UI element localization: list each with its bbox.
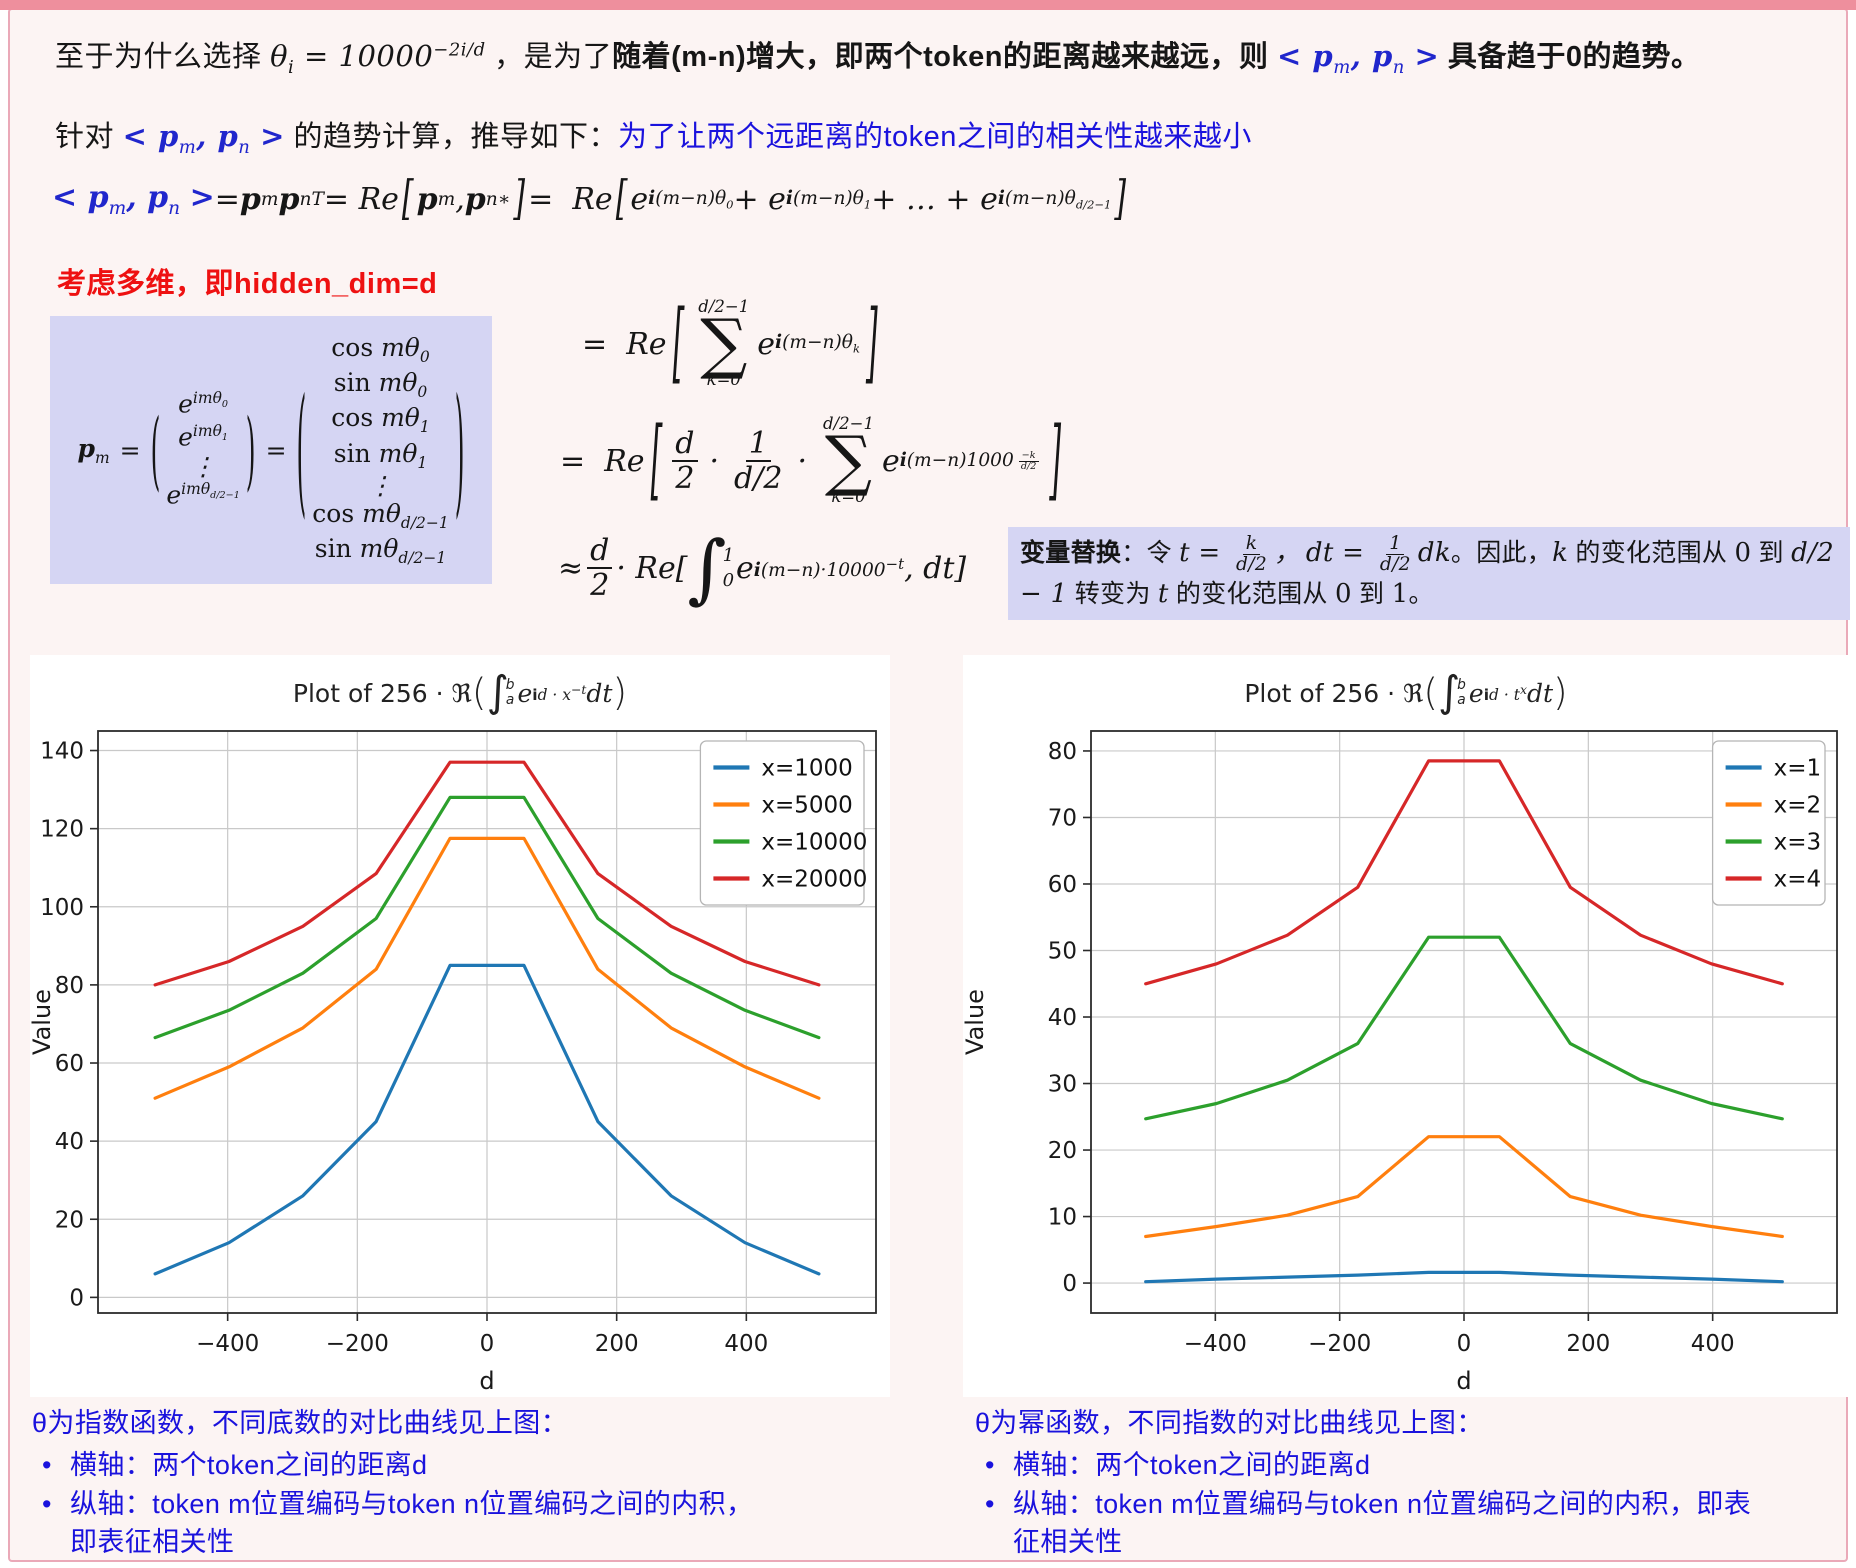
caption-title: θ为幂函数，不同指数的对比曲线见上图：: [975, 1408, 1484, 1438]
left-chart-caption: θ为指数函数，不同底数的对比曲线见上图： 横轴：两个token之间的距离d 纵轴…: [32, 1404, 774, 1561]
legend-label: x=4: [1774, 867, 1822, 893]
intro-line-1: 至于为什么选择 θi = 10000−2i/d ，是为了随着(m-n)增大，即两…: [55, 39, 1701, 78]
right-chart-caption: θ为幂函数，不同指数的对比曲线见上图： 横轴：两个token之间的距离d 纵轴：…: [975, 1404, 1775, 1561]
equation-sum: = Re [d/2−1 ∑ k=0 e i(m−n)θk]: [582, 293, 878, 395]
y-tick-label: 50: [1048, 938, 1077, 964]
equation-sum-normalized: = Re [d 2 · 1 d/2 · d/2−1 ∑ k=0 e i(m−n)1000 −k d/2…: [560, 410, 1062, 512]
y-tick-label: 0: [1062, 1271, 1077, 1297]
x-axis-label: d: [479, 1367, 494, 1395]
series-x=1: [1144, 1270, 1784, 1284]
legend-label: x=3: [1774, 830, 1822, 856]
legend-label: x=10000: [761, 830, 867, 856]
multidim-note: 考虑多维，即hidden_dim=d: [57, 268, 438, 300]
legend-label: x=5000: [761, 793, 852, 819]
series-x=10000: [153, 795, 821, 1040]
y-tick-label: 60: [55, 1051, 84, 1077]
x-tick-label: 0: [480, 1331, 495, 1357]
y-tick-label: 80: [1048, 739, 1077, 765]
caption-bullet: 横轴：两个token之间的距离d: [32, 1446, 774, 1485]
intro-line-2: 针对 < pm, pn > 的趋势计算，推导如下：为了让两个远距离的token之…: [55, 119, 1252, 158]
right-chart-canvas: −400 −200 0 200 400 0 10 20 30 40 50 60 70 80 d Value x=…: [961, 730, 1838, 1395]
top-accent-bar: [0, 0, 1856, 10]
caption-bullet: 纵轴：token m位置编码与token n位置编码之间的内积，即表征相关性: [975, 1485, 1775, 1562]
series-x=20000: [153, 760, 821, 987]
left-chart-figure: Plot of 256 · ℜ(∫ b a e id · x−t dt) −400 −20…: [28, 655, 890, 1397]
x-tick-label: 400: [1691, 1331, 1735, 1357]
y-tick-label: 40: [55, 1129, 84, 1155]
legend-label: x=20000: [761, 867, 867, 893]
legend-label: x=2: [1774, 793, 1822, 819]
y-axis-label: Value: [30, 989, 56, 1055]
y-tick-label: 20: [1048, 1138, 1077, 1164]
x-tick-label: −400: [196, 1331, 259, 1357]
y-tick-label: 100: [40, 895, 84, 921]
y-tick-label: 60: [1048, 872, 1077, 898]
x-tick-label: 400: [724, 1331, 768, 1357]
series-x=1000: [153, 963, 821, 1276]
y-tick-label: 140: [40, 739, 84, 765]
caption-bullet: 纵轴：token m位置编码与token n位置编码之间的内积，即表征相关性: [32, 1485, 774, 1562]
legend: x=1000 x=5000 x=10000 x=20000: [699, 740, 867, 906]
x-tick-label: −200: [326, 1331, 389, 1357]
series-x=4: [1144, 759, 1784, 986]
y-tick-label: 0: [69, 1285, 84, 1311]
variable-substitution-note: 变量替换：令 t = k d/2， dt = 1 d/2 dk。因此，k 的变化范围从…: [1008, 527, 1850, 621]
y-tick-label: 40: [1048, 1005, 1077, 1031]
right-chart-title: Plot of 256 · ℜ(∫ b a e id · tx dt): [1244, 667, 1568, 717]
y-tick-label: 30: [1048, 1072, 1077, 1098]
x-tick-label: 0: [1457, 1331, 1472, 1357]
y-tick-label: 120: [40, 817, 84, 843]
series-x=5000: [153, 836, 821, 1100]
x-tick-label: 200: [1566, 1331, 1610, 1357]
x-axis-label: d: [1456, 1367, 1471, 1395]
x-tick-label: −400: [1184, 1331, 1247, 1357]
y-tick-label: 70: [1048, 805, 1077, 831]
left-chart-title: Plot of 256 · ℜ(∫ b a e id · x−t dt): [292, 667, 628, 717]
caption-bullet: 横轴：两个token之间的距离d: [975, 1446, 1775, 1485]
y-axis-label: Value: [963, 989, 989, 1055]
x-tick-label: 200: [595, 1331, 639, 1357]
pm-vector-definition: pm = (eimθ0 eimθ1 ⋮ eimθd/2−1) = (cos mθ0 si…: [50, 316, 492, 584]
caption-title: θ为指数函数，不同底数的对比曲线见上图：: [32, 1408, 569, 1438]
x-tick-label: −200: [1308, 1331, 1371, 1357]
y-tick-label: 80: [55, 973, 84, 999]
series-x=2: [1144, 1135, 1784, 1239]
legend-label: x=1000: [761, 756, 852, 782]
y-tick-label: 10: [1048, 1205, 1077, 1231]
left-chart-canvas: −400 −200 0 200 400 0 20 40 60 80 100 120 140 d Value x…: [28, 730, 877, 1395]
series-x=3: [1144, 935, 1784, 1121]
right-chart-figure: Plot of 256 · ℜ(∫ b a e id · tx dt) −400 −200…: [961, 655, 1849, 1397]
legend-label: x=1: [1774, 756, 1822, 782]
legend: x=1 x=2 x=3 x=4: [1711, 740, 1826, 906]
y-tick-label: 20: [55, 1207, 84, 1233]
